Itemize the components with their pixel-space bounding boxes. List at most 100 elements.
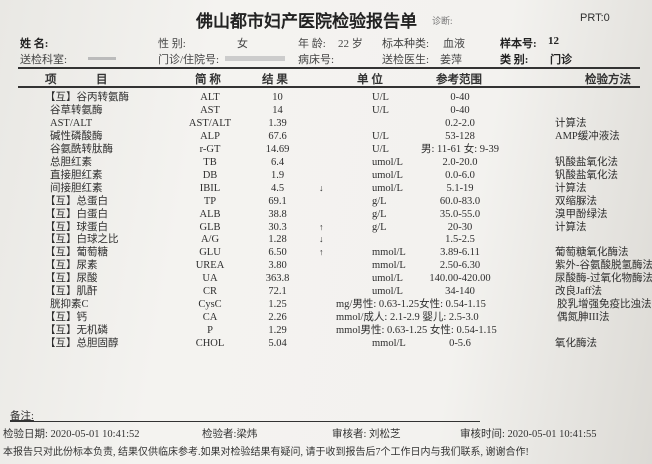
cell-ref: 2.0-20.0 [442, 156, 478, 168]
cell-result: 6.50 [268, 247, 287, 259]
cell-method: 胶乳增强免疫比浊法 [557, 299, 652, 311]
cell-ref: 53-128 [445, 130, 475, 142]
sample-no-value: 12 [548, 35, 559, 47]
cell-method: 葡萄糖氧化酶法 [555, 247, 629, 259]
cell-name: 谷氨酰转肽酶 [50, 143, 113, 155]
cell-name: 【互】无机磷 [45, 325, 108, 337]
cell-ref: 3.89-6.11 [440, 247, 480, 259]
cell-name: 【互】钙 [45, 312, 87, 324]
cell-method: 氧化酶法 [555, 338, 597, 350]
table-row: 【互】尿素 UREA 3.80 mmol/L 2.50-6.30 紫外-谷氨酸脱氢酶法 [0, 259, 652, 272]
table-row: 间接胆红素 IBIL 4.5 ↓ umol/L 5.1-19 计算法 [0, 182, 652, 195]
cell-result: 69.1 [268, 195, 287, 207]
cell-unit: umol/L [372, 156, 403, 168]
cell-name: AST/ALT [50, 117, 93, 129]
table-row: 谷氨酰转肽酶 r-GT 14.69 U/L 男: 11-61 女: 9-39 [0, 143, 652, 156]
cell-name: 碱性磷酸酶 [50, 130, 103, 142]
specimen-label: 标本种类: [382, 38, 430, 50]
cell-unit: umol/L [372, 273, 403, 285]
cell-result: 2.26 [268, 312, 287, 324]
table-row: 【互】球蛋白 GLB 30.3 ↑ g/L 20-30 计算法 [0, 221, 652, 234]
cell-result: 363.8 [265, 273, 290, 285]
cell-ref: 5.1-19 [446, 182, 474, 194]
cell-method: 紫外-谷氨酸脱氢酶法 [555, 260, 652, 272]
cell-abbr: GLU [199, 247, 221, 259]
notice: 本报告只对此份标本负责, 结果仅供临床参考.如果对检验结果有疑问, 请于收到报告… [3, 447, 529, 458]
cell-result: 67.6 [268, 130, 287, 142]
cell-abbr: AST [200, 104, 220, 116]
cell-ref: 20-30 [447, 221, 473, 233]
cell-method: 尿酸酶-过氧化物酶法 [555, 273, 652, 285]
divider [18, 67, 640, 69]
cell-flag: ↑ [319, 221, 324, 232]
cell-name: 【互】总蛋白 [45, 195, 108, 207]
cell-unit: mmol/L [372, 338, 406, 350]
cell-unit: umol/L [372, 169, 403, 181]
cell-ref: 60.0-83.0 [439, 195, 481, 207]
cell-abbr: GLB [199, 221, 221, 233]
cell-abbr: CysC [198, 299, 222, 311]
cell-result: 6.4 [270, 156, 285, 168]
col-header-abbr: 简 称 [195, 74, 221, 86]
cell-name: 【互】白蛋白 [45, 208, 108, 220]
gender-value: 女 [237, 38, 248, 50]
cell-abbr: ALT [200, 92, 220, 103]
table-row: 直接胆红素 DB 1.9 umol/L 0.0-6.0 钒酸盐氧化法 [0, 169, 652, 182]
doctor-label: 送检医生: [382, 54, 430, 66]
cell-name: 【互】白球之比 [45, 234, 119, 246]
cell-result: 5.04 [268, 338, 287, 350]
table-row: 胱抑素C CysC 1.25 mg/男性: 0.63-1.25女性: 0.54-1.1… [0, 298, 652, 311]
cell-name: 直接胆红素 [50, 169, 103, 181]
cell-abbr: CHOL [195, 338, 225, 350]
cell-ref: 0-5.6 [449, 338, 471, 350]
cell-result: 1.29 [268, 325, 287, 337]
table-row: 碱性磷酸酶 ALP 67.6 U/L 53-128 AMP缓冲液法 [0, 130, 652, 143]
cell-abbr: TP [203, 195, 217, 207]
diagnosis-label: 诊断: [432, 16, 453, 26]
cell-abbr: CA [202, 312, 218, 324]
remarks-label: 备注: [10, 411, 34, 422]
cell-method: 计算法 [555, 117, 587, 129]
cell-name: 总胆红素 [50, 156, 92, 168]
cell-ref: 0-40 [450, 92, 470, 103]
cell-method: 钒酸盐氧化法 [555, 169, 618, 181]
cell-ref: 1.5-2.5 [445, 234, 475, 246]
table-row: AST/ALT AST/ALT 1.39 0.2-2.0 计算法 [0, 117, 652, 130]
report-title: 佛山都市妇产医院检验报告单 [196, 12, 417, 31]
cell-ref: 男: 11-61 女: 9-39 [420, 143, 500, 155]
table-row: 【互】肌酐 CR 72.1 umol/L 34-140 改良Jaff法 [0, 285, 652, 298]
table-row: 谷草转氨酶 AST 14 U/L 0-40 [0, 104, 652, 117]
cell-abbr: IBIL [199, 182, 221, 194]
age-value: 22 岁 [338, 38, 363, 50]
cell-unit: umol/L [372, 182, 403, 194]
table-row: 总胆红素 TB 6.4 umol/L 2.0-20.0 钒酸盐氧化法 [0, 156, 652, 169]
divider [10, 421, 480, 422]
cell-method: 双缩脲法 [555, 195, 597, 207]
col-header-result: 结 果 [262, 74, 288, 86]
cell-unit: g/L [372, 208, 387, 220]
cell-abbr: CR [202, 286, 217, 298]
cell-result: 1.9 [270, 169, 285, 181]
col-header-ref: 参考范围 [436, 74, 482, 86]
outpatient-label: 门诊/住院号: [158, 54, 220, 66]
cell-method: 计算法 [555, 182, 587, 194]
cell-ref: 35.0-55.0 [439, 208, 481, 220]
cell-abbr: TB [203, 156, 217, 168]
tester: 检验者:梁炜 [202, 429, 258, 440]
prt-label: PRT:0 [580, 12, 610, 24]
table-row: 【互】葡萄糖 GLU 6.50 ↑ mmol/L 3.89-6.11 葡萄糖氧化酶法 [0, 246, 652, 259]
reviewer: 审核者: 刘松芝 [332, 429, 401, 440]
cell-unit: mmol/成人: 2.1-2.9 婴儿: 2.5-3.0 [336, 312, 479, 324]
doctor-value: 姜萍 [440, 54, 462, 66]
cell-name: 谷草转氨酶 [50, 104, 103, 116]
cell-abbr: r-GT [199, 143, 221, 155]
cell-unit: g/L [372, 221, 387, 233]
cell-ref: 140.00-420.00 [429, 273, 491, 285]
cell-result: 38.8 [268, 208, 287, 220]
table-row: 【互】钙 CA 2.26 mmol/成人: 2.1-2.9 婴儿: 2.5-3.0 偶氮… [0, 311, 652, 324]
cell-method: 钒酸盐氧化法 [555, 156, 618, 168]
cell-name: 【互】尿素 [45, 260, 98, 272]
sample-no-label: 样本号: [500, 38, 537, 50]
cell-name: 【互】总胆固醇 [45, 338, 119, 350]
specimen-value: 血液 [443, 38, 465, 50]
